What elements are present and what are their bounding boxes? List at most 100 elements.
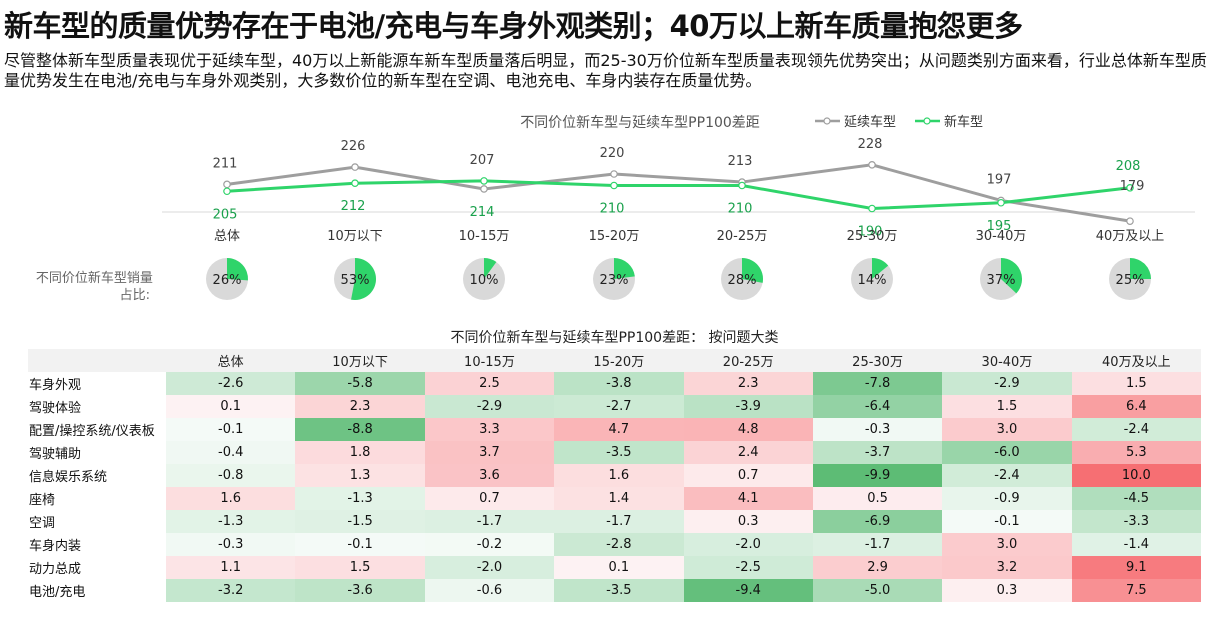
marker-new-6 bbox=[997, 198, 1005, 207]
heatmap-cell-6-0: -1.3 bbox=[166, 510, 296, 533]
heatmap-cell-6-3: -1.7 bbox=[554, 510, 684, 533]
x-tick-label-2: 10-15万 bbox=[459, 229, 510, 244]
table-row: 配置/操控系统/仪表板 -0.1 -8.8 3.3 4.7 4.8 -0.3 3.0 -2.4 bbox=[28, 418, 1201, 441]
heatmap-cell-1-4: -3.9 bbox=[683, 395, 813, 418]
donut-slice-2 bbox=[484, 258, 497, 279]
heatmap-cell-0-6: -2.9 bbox=[942, 372, 1072, 395]
row-label-9: 电池/充电 bbox=[28, 579, 166, 602]
x-tick-label-4: 20-25万 bbox=[717, 229, 768, 244]
marker-new-1 bbox=[351, 179, 359, 188]
row-label-7: 车身内装 bbox=[28, 533, 166, 556]
heatmap-cell-7-7: -1.4 bbox=[1071, 533, 1201, 556]
table-row: 车身外观 -2.6 -5.8 2.5 -3.8 2.3 -7.8 -2.9 1.5 bbox=[28, 372, 1201, 395]
value-label-new-2: 214 bbox=[470, 205, 495, 220]
table-row: 空调 -1.3 -1.5 -1.7 -1.7 0.3 -6.9 -0.1 -3.3 bbox=[28, 510, 1201, 533]
heatmap-cell-1-6: 1.5 bbox=[942, 395, 1072, 418]
donut-caption: 不同价位新车型销量 占比: bbox=[36, 270, 157, 303]
heatmap-cell-1-2: -2.9 bbox=[424, 395, 555, 418]
heatmap-body: 车身外观 -2.6 -5.8 2.5 -3.8 2.3 -7.8 -2.9 1.5 驾驶体验 0.1… bbox=[28, 372, 1201, 602]
heatmap-cell-3-2: 3.7 bbox=[424, 441, 555, 464]
heatmap-cell-4-2: 3.6 bbox=[424, 464, 555, 487]
marker-continuing-7 bbox=[1126, 217, 1134, 225]
header-cell-7: 40万及以上 bbox=[1071, 349, 1201, 372]
heatmap-cell-6-1: -1.5 bbox=[295, 510, 425, 533]
value-label-new-4: 210 bbox=[728, 202, 753, 217]
value-label-continuing-0: 211 bbox=[213, 156, 238, 171]
heatmap-cell-5-0: 1.6 bbox=[166, 487, 296, 510]
x-tick-label-3: 15-20万 bbox=[589, 229, 640, 244]
heatmap-cell-0-1: -5.8 bbox=[295, 372, 425, 395]
marker-new-0 bbox=[223, 187, 231, 196]
value-label-continuing-5: 228 bbox=[858, 137, 883, 152]
legend-label-new: 新车型 bbox=[944, 114, 983, 130]
page-title: 新车型的质量优势存在于电池/充电与车身外观类别；40万以上新车质量抱怨更多 bbox=[4, 9, 1023, 43]
donut-label-2: 10% bbox=[470, 273, 499, 288]
row-label-6: 空调 bbox=[28, 510, 166, 533]
heatmap-cell-7-1: -0.1 bbox=[295, 533, 425, 556]
heatmap-cell-5-7: -4.5 bbox=[1071, 487, 1201, 510]
row-label-2: 配置/操控系统/仪表板 bbox=[28, 418, 166, 441]
heatmap-cell-4-7: 10.0 bbox=[1071, 464, 1201, 487]
donut-label-4: 28% bbox=[728, 273, 757, 288]
marker-new-2 bbox=[480, 177, 488, 185]
row-label-8: 动力总成 bbox=[28, 556, 166, 579]
heatmap-cell-8-7: 9.1 bbox=[1071, 556, 1201, 579]
page-subtitle: 尽管整体新车型质量表现优于延续车型，40万以上新能源车新车型质量落后明显，而25… bbox=[4, 51, 1207, 90]
heatmap-cell-0-5: -7.8 bbox=[812, 372, 943, 395]
heatmap-cell-8-6: 3.2 bbox=[942, 556, 1072, 579]
heatmap-cell-3-5: -3.7 bbox=[812, 441, 943, 464]
heatmap-cell-7-5: -1.7 bbox=[812, 533, 943, 556]
table-row: 驾驶辅助 -0.4 1.8 3.7 -3.5 2.4 -3.7 -6.0 5.3 bbox=[28, 441, 1201, 464]
heatmap-cell-7-3: -2.8 bbox=[554, 533, 684, 556]
value-label-new-5: 190 bbox=[858, 225, 883, 240]
x-tick-label-0: 总体 bbox=[214, 229, 240, 244]
donut-caption-line-2: 占比: bbox=[120, 288, 150, 303]
heatmap-cell-0-0: -2.6 bbox=[166, 372, 296, 395]
line-and-donut-chart: 不同价位新车型与延续车型PP100差距 延续车型 新车型 21120522621… bbox=[36, 114, 1195, 303]
heatmap-cell-2-4: 4.8 bbox=[683, 418, 813, 441]
heatmap-cell-4-5: -9.9 bbox=[812, 464, 943, 487]
header-cell-5: 25-30万 bbox=[812, 349, 943, 372]
x-tick-label-5: 25-30万 bbox=[847, 229, 898, 244]
heatmap-cell-8-4: -2.5 bbox=[683, 556, 813, 579]
heatmap-cell-6-5: -6.9 bbox=[812, 510, 943, 533]
donut-slice-1 bbox=[351, 258, 376, 300]
x-axis-labels: 总体 10万以下 10-15万 15-20万 20-25万 25-30万 30-40万 40万… bbox=[214, 229, 1164, 244]
donut-label-7: 25% bbox=[1116, 273, 1145, 288]
heatmap-cell-7-0: -0.3 bbox=[166, 533, 296, 556]
heatmap-cell-0-7: 1.5 bbox=[1071, 372, 1201, 395]
value-label-continuing-2: 207 bbox=[470, 153, 495, 168]
heatmap-table: 总体 10万以下 10-15万 15-20万 20-25万 25-30万 30-40万 40万… bbox=[28, 349, 1201, 602]
header-cell-1: 10万以下 bbox=[295, 349, 425, 372]
legend: 延续车型 新车型 bbox=[815, 114, 983, 130]
table-row: 动力总成 1.1 1.5 -2.0 0.1 -2.5 2.9 3.2 9.1 bbox=[28, 556, 1201, 579]
heatmap-cell-3-1: 1.8 bbox=[295, 441, 425, 464]
heatmap-cell-4-4: 0.7 bbox=[683, 464, 813, 487]
header-cell-2: 10-15万 bbox=[424, 349, 555, 372]
heatmap-cell-5-2: 0.7 bbox=[424, 487, 555, 510]
table-row: 驾驶体验 0.1 2.3 -2.9 -2.7 -3.9 -6.4 1.5 6.4 bbox=[28, 395, 1201, 418]
heatmap-cell-9-6: 0.3 bbox=[942, 579, 1072, 602]
heatmap-cell-2-3: 4.7 bbox=[554, 418, 684, 441]
series-line-new bbox=[226, 179, 1131, 211]
marker-new-4 bbox=[738, 181, 746, 190]
heatmap-cell-3-6: -6.0 bbox=[942, 441, 1072, 464]
header-cell-blank bbox=[28, 349, 166, 372]
marker-new-5 bbox=[868, 204, 876, 213]
value-label-continuing-1: 226 bbox=[341, 139, 366, 154]
x-tick-label-7: 40万及以上 bbox=[1096, 229, 1165, 244]
heatmap-cell-2-5: -0.3 bbox=[812, 418, 943, 441]
heatmap-cell-0-3: -3.8 bbox=[554, 372, 684, 395]
donut-label-5: 14% bbox=[858, 273, 887, 288]
heatmap-cell-9-7: 7.5 bbox=[1071, 579, 1201, 602]
heatmap-cell-1-0: 0.1 bbox=[166, 395, 296, 418]
heatmap-cell-9-2: -0.6 bbox=[424, 579, 555, 602]
row-label-1: 驾驶体验 bbox=[28, 395, 166, 418]
heatmap-cell-1-7: 6.4 bbox=[1071, 395, 1201, 418]
legend-label-continuing: 延续车型 bbox=[844, 114, 896, 130]
donut-slice-7 bbox=[1130, 258, 1151, 279]
header-cell-3: 15-20万 bbox=[554, 349, 684, 372]
value-label-new-7: 208 bbox=[1116, 159, 1141, 174]
heatmap-header-row: 总体 10万以下 10-15万 15-20万 20-25万 25-30万 30-40万 40万… bbox=[28, 349, 1201, 372]
table-row: 电池/充电 -3.2 -3.6 -0.6 -3.5 -9.4 -5.0 0.3 7.5 bbox=[28, 579, 1201, 602]
